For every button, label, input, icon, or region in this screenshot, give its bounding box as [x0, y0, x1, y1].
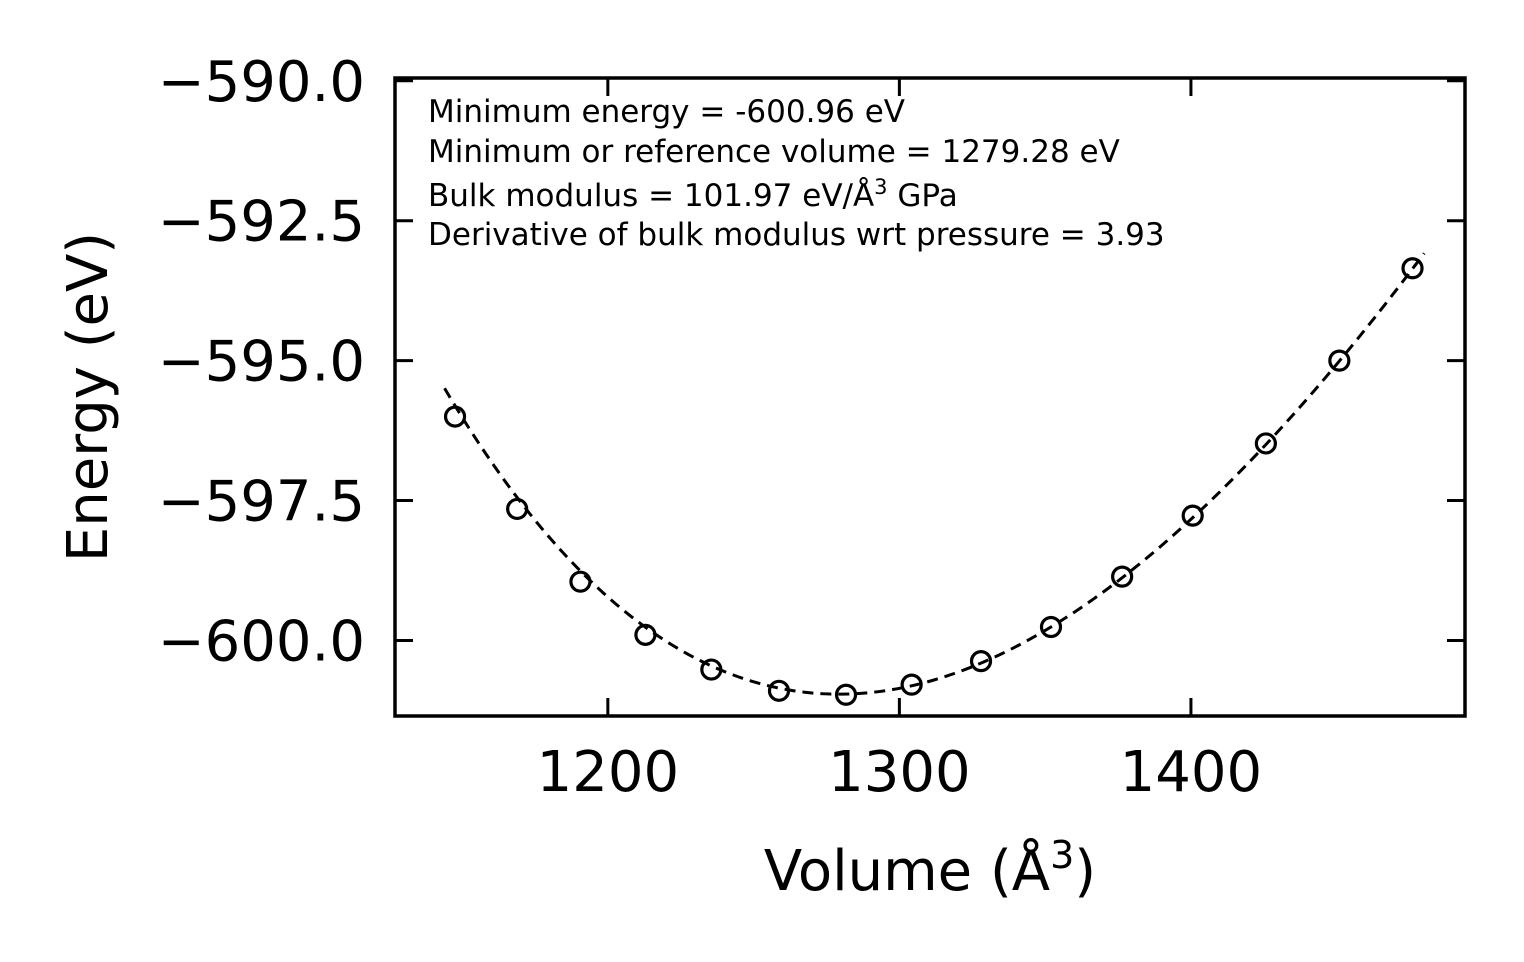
plot-frame [393, 76, 1467, 718]
data-point [1181, 504, 1204, 527]
x-axis-title: Volume (Å3) [764, 833, 1096, 904]
y-tick-label: −595.0 [158, 330, 365, 395]
axis-ticks: 1200 1300 1400 −590.0 −592.5 −595.0 −597.5 −600… [158, 50, 1465, 805]
y-tick-label: −590.0 [158, 50, 365, 115]
x-tick-label: 1300 [828, 740, 971, 805]
axis-titles: Volume (Å3) Energy (eV) [56, 232, 1096, 904]
data-point [1401, 257, 1424, 280]
y-tick-label: −592.5 [158, 190, 365, 255]
y-tick-label: −600.0 [158, 609, 365, 674]
data-point [900, 673, 923, 696]
data-point [969, 650, 993, 673]
fit-curve [443, 252, 1426, 696]
fit-layer [443, 252, 1426, 696]
y-tick-label: −597.5 [158, 470, 365, 535]
data-point [1111, 565, 1134, 588]
data-point [1328, 349, 1351, 372]
data-point [1254, 432, 1277, 455]
data-point [506, 497, 529, 521]
annotation-line: Minimum or reference volume = 1279.28 eV [428, 134, 1120, 170]
data-points [443, 257, 1424, 706]
data-point [443, 405, 467, 428]
data-point [767, 679, 791, 702]
x-tick-label: 1200 [537, 740, 680, 805]
data-point [834, 683, 858, 706]
data-point [569, 570, 592, 593]
annotation-line: Minimum energy = -600.96 eV [428, 94, 905, 130]
annotation-block: Minimum energy = -600.96 eV Minimum or re… [428, 94, 1165, 253]
annotation-line: Derivative of bulk modulus wrt pressure … [428, 217, 1165, 253]
annotation-line: Bulk modulus = 101.97 eV/Å3 GPa [428, 175, 958, 214]
y-axis-title: Energy (eV) [56, 232, 121, 562]
data-point [634, 623, 657, 646]
data-point [1039, 615, 1063, 639]
axes-frame [393, 76, 1467, 718]
data-point [700, 658, 723, 681]
x-tick-label: 1400 [1120, 740, 1263, 805]
